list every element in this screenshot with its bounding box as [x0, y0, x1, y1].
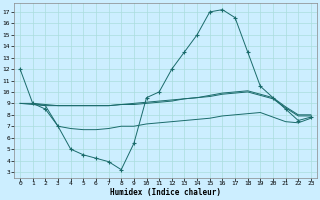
X-axis label: Humidex (Indice chaleur): Humidex (Indice chaleur)	[110, 188, 221, 197]
